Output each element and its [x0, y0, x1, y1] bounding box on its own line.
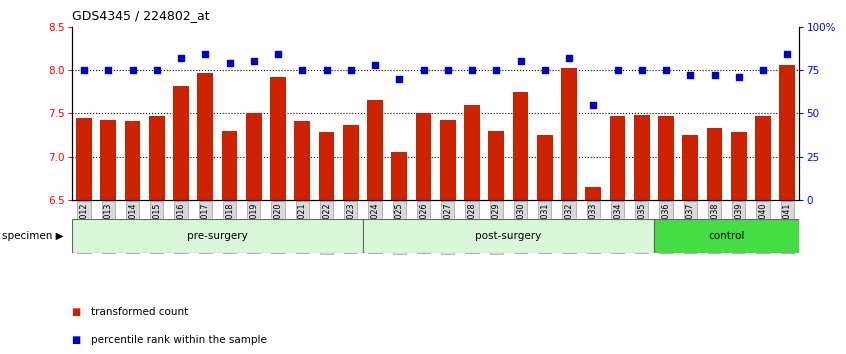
Point — [708, 72, 722, 78]
Point — [684, 72, 697, 78]
Point — [756, 67, 770, 73]
Bar — [654, 219, 799, 253]
Bar — [392, 152, 407, 200]
Text: ■: ■ — [72, 335, 85, 345]
Bar — [363, 219, 654, 253]
Bar — [76, 118, 92, 200]
Bar — [270, 77, 286, 200]
Bar — [585, 187, 602, 200]
Point — [199, 51, 212, 57]
Point — [126, 67, 140, 73]
Point — [222, 60, 236, 66]
Bar — [343, 125, 359, 200]
Bar — [658, 116, 674, 200]
Point — [659, 67, 673, 73]
Point — [563, 55, 576, 61]
Bar — [149, 116, 165, 200]
Point — [272, 51, 285, 57]
Text: transformed count: transformed count — [91, 307, 188, 316]
Bar — [464, 105, 480, 200]
Bar — [634, 115, 650, 200]
Point — [732, 74, 745, 80]
Bar — [367, 100, 383, 200]
Bar — [72, 219, 363, 253]
Text: ■: ■ — [72, 307, 85, 316]
Bar — [683, 135, 698, 200]
Point — [174, 55, 188, 61]
Bar — [101, 120, 116, 200]
Point — [295, 67, 309, 73]
Point — [514, 58, 527, 64]
Bar — [124, 121, 140, 200]
Bar — [731, 132, 747, 200]
Bar — [561, 68, 577, 200]
Text: control: control — [709, 231, 744, 241]
Bar — [415, 113, 431, 200]
Bar — [173, 86, 189, 200]
Point — [150, 67, 163, 73]
Text: specimen ▶: specimen ▶ — [2, 231, 63, 241]
Text: GDS4345 / 224802_at: GDS4345 / 224802_at — [72, 9, 210, 22]
Bar — [610, 116, 625, 200]
Bar — [319, 132, 334, 200]
Point — [102, 67, 115, 73]
Point — [465, 67, 479, 73]
Bar — [779, 65, 795, 200]
Point — [611, 67, 624, 73]
Point — [393, 76, 406, 81]
Text: pre-surgery: pre-surgery — [187, 231, 248, 241]
Point — [417, 67, 431, 73]
Point — [77, 67, 91, 73]
Point — [635, 67, 649, 73]
Point — [368, 62, 382, 68]
Bar — [488, 131, 504, 200]
Point — [441, 67, 454, 73]
Bar — [440, 120, 456, 200]
Bar — [513, 92, 529, 200]
Point — [344, 67, 358, 73]
Bar — [706, 128, 722, 200]
Bar — [294, 121, 310, 200]
Bar — [222, 131, 238, 200]
Point — [247, 58, 261, 64]
Bar — [755, 116, 771, 200]
Point — [586, 102, 600, 108]
Point — [781, 51, 794, 57]
Bar — [197, 73, 213, 200]
Bar — [537, 135, 552, 200]
Bar — [246, 113, 261, 200]
Point — [320, 67, 333, 73]
Text: percentile rank within the sample: percentile rank within the sample — [91, 335, 266, 345]
Point — [538, 67, 552, 73]
Text: post-surgery: post-surgery — [475, 231, 541, 241]
Point — [490, 67, 503, 73]
